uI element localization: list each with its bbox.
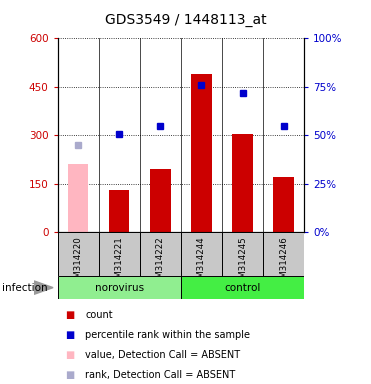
Bar xyxy=(68,164,88,232)
Text: percentile rank within the sample: percentile rank within the sample xyxy=(85,329,250,339)
Bar xyxy=(232,134,253,232)
Bar xyxy=(150,169,171,232)
Bar xyxy=(181,276,304,299)
Polygon shape xyxy=(34,281,53,294)
Text: value, Detection Call = ABSENT: value, Detection Call = ABSENT xyxy=(85,349,240,359)
Text: infection: infection xyxy=(2,283,47,293)
Bar xyxy=(109,190,129,232)
Text: GSM314221: GSM314221 xyxy=(115,236,124,289)
Text: ■: ■ xyxy=(65,329,74,339)
Text: ■: ■ xyxy=(65,310,74,319)
Text: norovirus: norovirus xyxy=(95,283,144,293)
Bar xyxy=(99,232,140,276)
Text: GSM314245: GSM314245 xyxy=(238,236,247,289)
Text: ■: ■ xyxy=(65,349,74,359)
Bar xyxy=(191,74,212,232)
Text: count: count xyxy=(85,310,113,319)
Text: GSM314220: GSM314220 xyxy=(73,236,83,289)
Bar xyxy=(181,232,222,276)
Text: GSM314222: GSM314222 xyxy=(156,236,165,289)
Text: ■: ■ xyxy=(65,369,74,379)
Text: control: control xyxy=(224,283,261,293)
Text: GSM314246: GSM314246 xyxy=(279,236,288,289)
Text: GSM314244: GSM314244 xyxy=(197,236,206,289)
Bar xyxy=(58,232,99,276)
Bar xyxy=(222,232,263,276)
Bar xyxy=(273,177,294,232)
Bar xyxy=(58,276,181,299)
Text: GDS3549 / 1448113_at: GDS3549 / 1448113_at xyxy=(105,13,266,27)
Text: rank, Detection Call = ABSENT: rank, Detection Call = ABSENT xyxy=(85,369,236,379)
Bar xyxy=(140,232,181,276)
Bar xyxy=(263,232,304,276)
